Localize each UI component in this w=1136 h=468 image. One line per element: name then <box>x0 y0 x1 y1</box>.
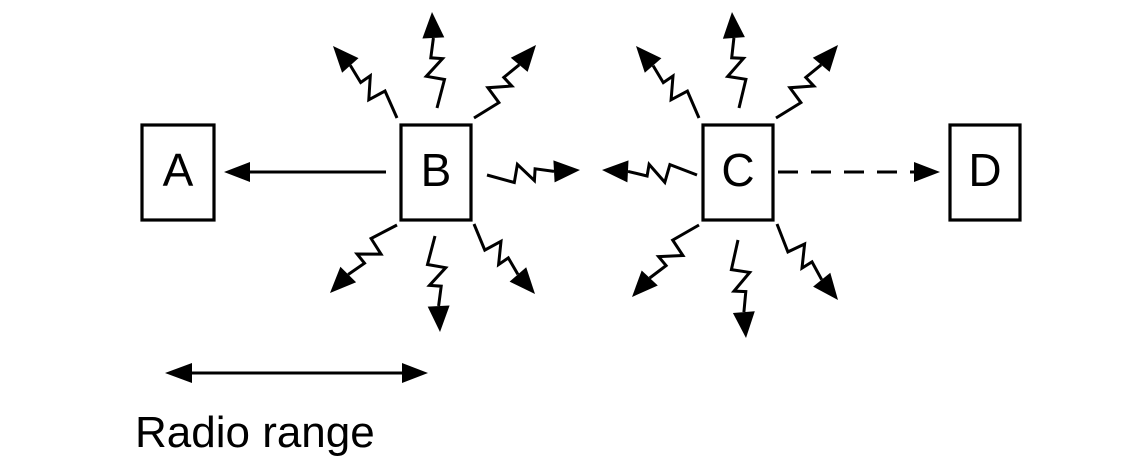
signal-c-upright-arrowhead <box>812 45 838 72</box>
signal-b-up-zigzag <box>423 37 447 109</box>
signal-b-upleft-arrowhead <box>333 46 359 73</box>
signal-c-upright <box>775 45 838 120</box>
signal-b-right-zigzag <box>486 161 555 185</box>
signal-c-downleft <box>632 223 700 297</box>
signal-c-up <box>722 12 748 109</box>
arrow-b-to-a <box>224 162 386 182</box>
signal-c-up-zigzag <box>724 37 748 109</box>
node-b: B <box>399 123 473 222</box>
signal-c-downright-arrowhead <box>813 272 838 300</box>
radio-range-arrow <box>165 363 428 383</box>
signal-b-up-arrowhead <box>422 12 445 39</box>
node-a-box <box>140 123 216 222</box>
signal-b-down-arrowhead <box>427 305 450 332</box>
signal-b-upleft <box>333 46 399 119</box>
signal-b-upright <box>473 45 536 120</box>
signal-c-left-zigzag <box>627 161 698 186</box>
signal-c-upleft-zigzag <box>651 64 701 119</box>
signal-c-upright-zigzag <box>775 63 823 120</box>
node-b-box <box>399 123 473 222</box>
signal-b-upright-zigzag <box>473 63 521 120</box>
signal-b-downright <box>472 223 535 294</box>
node-b-label: B <box>421 144 452 196</box>
signal-b-down <box>425 235 450 332</box>
signal-c-upleft-arrowhead <box>636 46 662 73</box>
node-d-label: D <box>968 144 1001 196</box>
signal-c-downright-zigzag <box>775 223 824 281</box>
signal-b-right-arrowhead <box>553 160 580 183</box>
signal-c-down-zigzag <box>729 239 753 313</box>
signal-c-down <box>729 239 755 338</box>
node-d: D <box>948 123 1022 222</box>
signal-c-downleft-zigzag <box>648 223 700 280</box>
signal-c-left-arrowhead <box>602 160 629 183</box>
signal-b-downleft <box>330 223 398 293</box>
signal-b-downright-arrowhead <box>509 267 535 294</box>
signal-b-upleft-zigzag <box>349 64 399 119</box>
signal-c-downleft-arrowhead <box>632 270 658 297</box>
signal-b-downleft-zigzag <box>347 223 398 276</box>
node-d-box <box>948 123 1022 222</box>
node-c-label: C <box>721 144 754 196</box>
signal-b-down-zigzag <box>425 235 449 307</box>
signal-c-downright <box>775 223 838 300</box>
signal-b-downright-zigzag <box>472 223 520 276</box>
signal-c-up-arrowhead <box>722 12 745 39</box>
signal-c-upleft <box>636 46 701 119</box>
node-a-label: A <box>163 144 194 196</box>
node-c: C <box>701 123 775 222</box>
node-a: A <box>140 123 216 222</box>
signal-b-upright-arrowhead <box>510 45 536 72</box>
dashed-arrow-c-to-d <box>778 162 940 182</box>
node-c-box <box>701 123 775 222</box>
transmission-signals <box>330 12 838 338</box>
signal-b-downleft-arrowhead <box>330 266 357 293</box>
signal-c-left <box>602 160 698 186</box>
signal-b-right <box>486 160 580 185</box>
signal-c-down-arrowhead <box>732 311 755 338</box>
radio-range-caption: Radio range <box>135 408 375 457</box>
signal-b-up <box>422 12 447 109</box>
